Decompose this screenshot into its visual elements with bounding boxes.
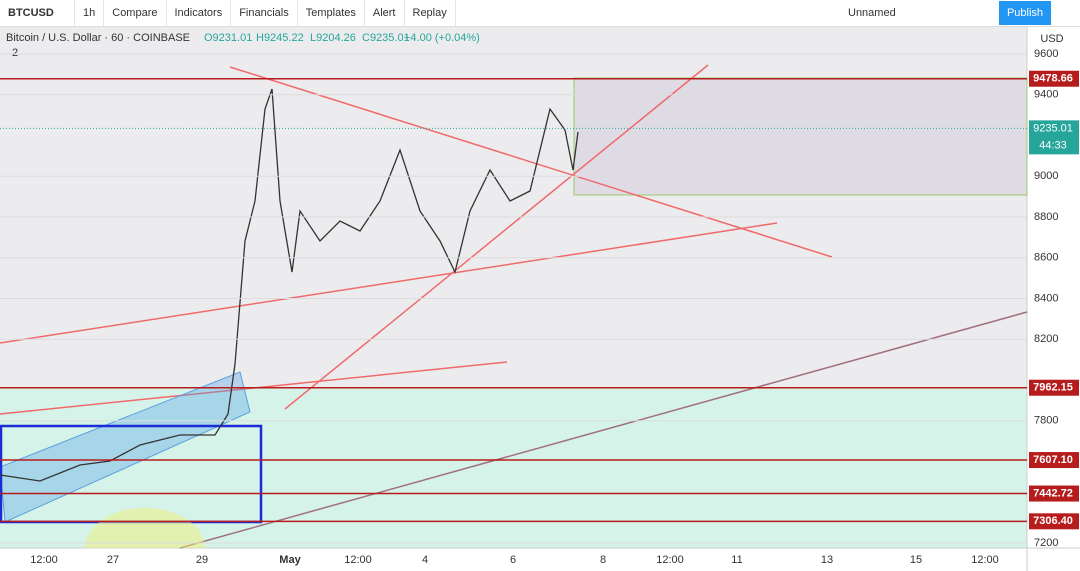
legend-close: C9235.01 — [362, 32, 410, 44]
drawings — [0, 64, 1028, 549]
level-label-bg — [1029, 379, 1079, 396]
time-label: 12:00 — [30, 554, 58, 566]
time-label: 11 — [731, 554, 742, 566]
legend-high: H9245.22 — [256, 32, 304, 44]
price-axis — [1027, 27, 1080, 571]
indicators[interactable]: Indicators — [167, 0, 232, 27]
trend-line — [229, 66, 833, 258]
ellipse — [85, 508, 205, 548]
legend-open: O9231.01 — [204, 32, 252, 44]
price-tick-label: 9600 — [1034, 48, 1058, 60]
price-tick-label: 9400 — [1034, 89, 1058, 101]
level-label-bg — [1029, 70, 1079, 87]
indicator-count[interactable]: 2 — [12, 47, 18, 59]
interval[interactable]: 1h — [75, 0, 105, 27]
time-label: 15 — [910, 554, 922, 566]
currency: USD — [1040, 33, 1063, 45]
time-label: 12:00 — [656, 554, 684, 566]
publish-button[interactable]: Publish — [999, 1, 1051, 25]
trend-line — [284, 64, 709, 410]
time-label: 29 — [196, 554, 208, 566]
level-label-bg — [1029, 452, 1079, 469]
price-tick-label: 8200 — [1034, 333, 1058, 345]
time-label: 6 — [510, 554, 516, 566]
last-price-label: 9235.01 — [1033, 122, 1073, 134]
time-label: 4 — [422, 554, 428, 566]
legend-low: L9204.26 — [310, 32, 356, 44]
price-tick-label: 8400 — [1034, 292, 1058, 304]
alert[interactable]: Alert — [365, 0, 405, 27]
time-label: 8 — [600, 554, 606, 566]
trend-line — [179, 311, 1028, 549]
toolbar: BTCUSD 1h Compare Indicators Financials … — [0, 0, 1080, 27]
price-path — [0, 88, 579, 482]
level-label-bg — [1029, 513, 1079, 530]
templates[interactable]: Templates — [298, 0, 365, 27]
level-label: 7607.10 — [1033, 454, 1073, 466]
trend-line — [0, 222, 778, 344]
legend-change: +4.00 (+0.04%) — [404, 32, 480, 44]
level-label: 7442.72 — [1033, 487, 1073, 499]
legend-title: Bitcoin / U.S. Dollar · 60 · COINBASE — [6, 32, 190, 44]
price-tick-label: 8600 — [1034, 252, 1058, 264]
price-tick-label: 7200 — [1034, 537, 1058, 549]
time-label: 13 — [821, 554, 833, 566]
compare[interactable]: Compare — [104, 0, 167, 27]
last-price-bg — [1029, 120, 1079, 155]
level-label: 7306.40 — [1033, 515, 1073, 527]
price-tick-label: 9000 — [1034, 170, 1058, 182]
countdown: 44:33 — [1039, 139, 1067, 151]
price-tick-label: 7800 — [1034, 415, 1058, 427]
time-label: 12:00 — [344, 554, 372, 566]
box — [573, 77, 1028, 196]
channel — [0, 371, 251, 523]
time-label: 27 — [107, 554, 119, 566]
level-label-bg — [1029, 485, 1079, 502]
chart: Bitcoin / U.S. Dollar · 60 · COINBASE O9… — [0, 27, 1080, 571]
level-label: 7962.15 — [1033, 382, 1073, 394]
level-label: 9478.66 — [1033, 73, 1073, 85]
time-label: 12:00 — [971, 554, 999, 566]
layout-name[interactable]: Unnamed — [848, 7, 896, 19]
financials[interactable]: Financials — [231, 0, 298, 27]
symbol[interactable]: BTCUSD — [0, 0, 75, 27]
time-label: May — [279, 554, 301, 566]
replay[interactable]: Replay — [405, 0, 456, 27]
price-tick-label: 8800 — [1034, 211, 1058, 223]
